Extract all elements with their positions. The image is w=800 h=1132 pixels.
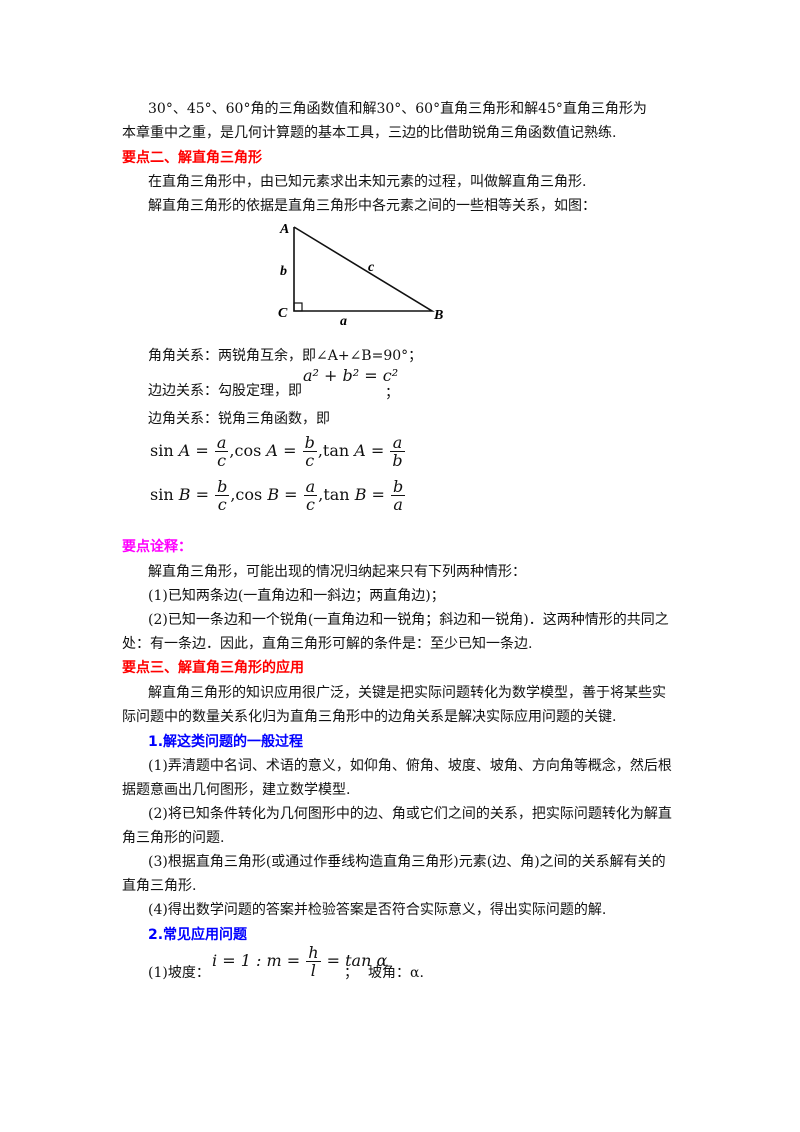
step-3: (3)根据直角三角形(或通过作垂线构造直角三角形)元素(边、角)之间的关系解有关…	[148, 854, 666, 870]
step-4: (4)得出数学问题的答案并检验答案是否符合实际意义，得出实际问题的解.	[148, 902, 607, 918]
side-relation-prefix: 边边关系：勾股定理，即	[148, 383, 302, 399]
vertex-a-label: A	[279, 222, 289, 237]
subsection-1-heading: 1.解这类问题的一般过程	[148, 734, 304, 750]
section-3-paragraph-1-continued: 际问题中的数量关系化归为直角三角形中的边角关系是解决实际应用问题的关键.	[122, 709, 617, 725]
right-triangle-figure: A b c C a B	[278, 222, 443, 327]
notes-case-1: (1)已知两条边(一直角边和一斜边；两直角边)；	[148, 588, 445, 604]
step-1-continued: 据题意画出几何图形，建立数学模型.	[122, 782, 351, 798]
notes-case-2: (2)已知一条边和一个锐角(一直角边和一锐角；斜边和一锐角)．这两种情形的共同之	[148, 612, 669, 628]
section-3-paragraph-1: 解直角三角形的知识应用很广泛，关键是把实际问题转化为数学模型，善于将某些实	[148, 685, 666, 701]
slope-separator: ；	[344, 965, 358, 981]
notes-paragraph-1: 解直角三角形，可能出现的情况归纳起来只有下列两种情形：	[148, 564, 526, 580]
side-a-label: a	[340, 314, 347, 327]
section-2-paragraph-1: 在直角三角形中，由已知元素求出未知元素的过程，叫做解直角三角形.	[148, 174, 587, 190]
side-angle-relation: 边角关系：锐角三角函数，即	[148, 411, 330, 427]
step-1: (1)弄清题中名词、术语的意义，如仰角、俯角、坡度、坡角、方向角等概念，然后根	[148, 758, 672, 774]
side-relation-suffix: ；	[385, 385, 399, 401]
step-2: (2)将已知条件转化为几何图形中的边、角或它们之间的关系，把实际问题转化为解直	[148, 806, 672, 822]
notes-case-2-continued: 处：有一条边．因此，直角三角形可解的条件是：至少已知一条边.	[122, 636, 533, 652]
slope-prefix: (1)坡度：	[148, 965, 210, 981]
pythagorean-formula: a² + b² = c²	[303, 366, 399, 385]
step-3-continued: 直角三角形.	[122, 878, 197, 894]
side-c-label: c	[368, 260, 375, 275]
intro-line-1: 30°、45°、60°角的三角函数值和解30°、60°直角三角形和解45°直角三…	[148, 101, 647, 117]
section-2-heading: 要点二、解直角三角形	[122, 150, 262, 166]
triangle-outline	[293, 226, 435, 312]
section-2-paragraph-2: 解直角三角形的依据是直角三角形中各元素之间的一些相等关系，如图：	[148, 198, 596, 214]
section-3-heading: 要点三、解直角三角形的应用	[122, 660, 304, 676]
vertex-b-label: B	[433, 308, 443, 323]
notes-heading: 要点诠释：	[122, 539, 192, 555]
side-b-label: b	[280, 264, 287, 279]
step-2-continued: 角三角形的问题.	[122, 830, 225, 846]
vertex-c-label: C	[278, 306, 288, 321]
angle-relation: 角角关系：两锐角互余，即∠A+∠B=90°；	[148, 348, 423, 364]
intro-line-2: 本章重中之重，是几何计算题的基本工具，三边的比借助锐角三角函数值记熟练.	[122, 125, 617, 141]
right-angle-mark	[293, 302, 303, 312]
slope-angle: 坡角：α.	[368, 965, 424, 981]
subsection-2-heading: 2.常见应用问题	[148, 927, 248, 943]
